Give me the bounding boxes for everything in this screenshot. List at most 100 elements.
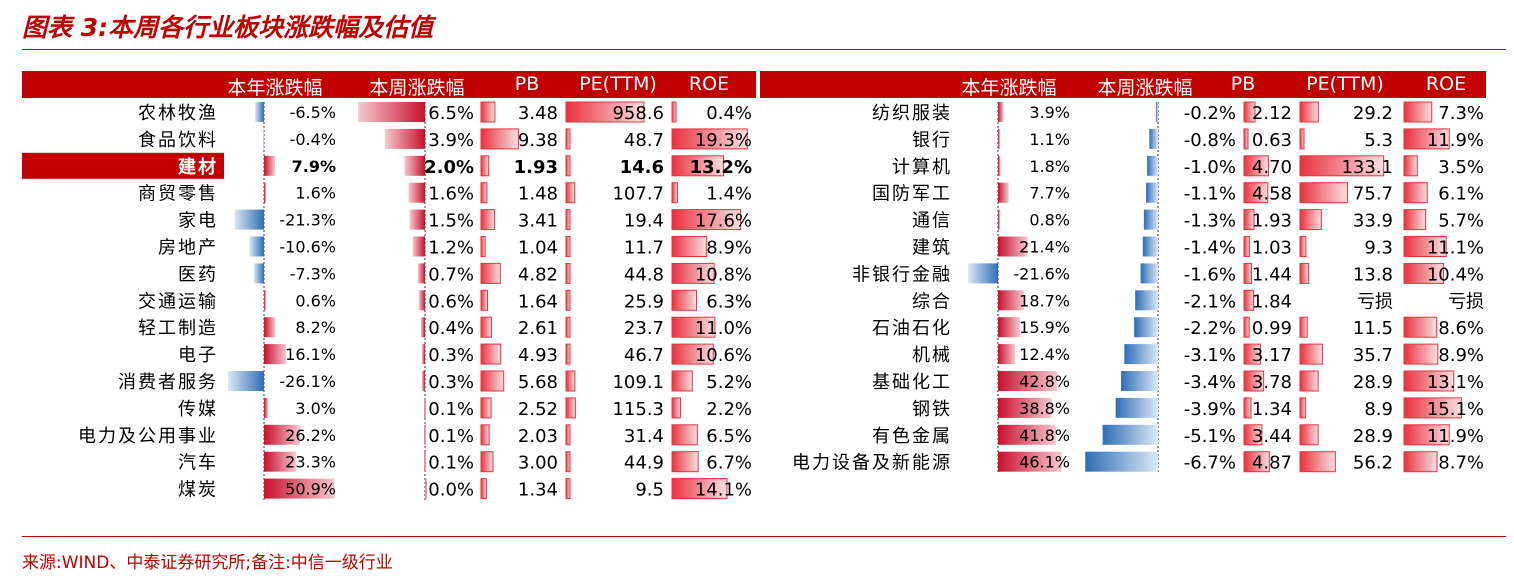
- week-bar: [417, 263, 425, 284]
- pb-value: 2.52: [518, 399, 558, 420]
- pe-bar: [565, 370, 576, 392]
- industry-name: 纺织服装: [872, 103, 952, 124]
- pb-bar: [1243, 289, 1255, 311]
- roe-bar: [1403, 370, 1455, 392]
- roe-value: 14.1%: [695, 480, 752, 501]
- pe-value: 35.7: [1353, 345, 1393, 366]
- pe-bar: [565, 289, 571, 311]
- pb-value: 3.17: [1252, 345, 1292, 366]
- week-bar: [1140, 263, 1158, 284]
- roe-value: 10.4%: [1427, 264, 1484, 285]
- ytd-value: -10.6%: [279, 238, 336, 257]
- roe-value: 10.8%: [695, 264, 752, 285]
- week-value: -1.4%: [1184, 238, 1236, 259]
- roe-bar: [1403, 316, 1438, 338]
- week-bar: [1143, 209, 1158, 230]
- pe-bar: [565, 478, 571, 500]
- pb-value: 1.34: [518, 480, 558, 501]
- pb-value: 3.41: [518, 211, 558, 232]
- ytd-bar: [998, 371, 1058, 391]
- roe-value: 3.5%: [1438, 157, 1484, 178]
- highlight-row-band: [22, 152, 224, 179]
- industry-name: 汽车: [178, 453, 218, 474]
- ytd-bar: [998, 451, 1062, 472]
- roe-value: 10.6%: [695, 345, 752, 366]
- ytd-bar: [249, 236, 264, 257]
- ytd-value: 18.7%: [1019, 291, 1070, 310]
- roe-bar: [1403, 182, 1428, 204]
- title-rule: [22, 49, 1506, 50]
- week-value: -1.6%: [1184, 264, 1236, 285]
- roe-value: 13.2%: [690, 157, 752, 178]
- pe-value: 11.7: [624, 238, 664, 259]
- roe-value: 6.1%: [1438, 184, 1484, 205]
- pe-bar: [1299, 236, 1307, 257]
- week-bar: [1121, 371, 1158, 391]
- pe-bar: [1299, 155, 1385, 177]
- week-bar: [1134, 317, 1158, 338]
- week-bar: [425, 478, 427, 499]
- ytd-value: 7.9%: [292, 157, 336, 176]
- pe-value: 5.3: [1364, 130, 1393, 151]
- week-value: 0.1%: [428, 399, 474, 420]
- ytd-value: -26.1%: [279, 372, 336, 391]
- pe-bar: [565, 316, 571, 338]
- pb-bar: [1243, 262, 1252, 284]
- roe-value: 8.6%: [1438, 318, 1484, 339]
- roe-bar: [671, 370, 693, 392]
- roe-value: 11.1%: [1427, 238, 1484, 259]
- week-bar: [421, 344, 425, 365]
- pb-value: 5.68: [518, 372, 558, 393]
- week-bar: [409, 209, 425, 230]
- pe-bar: [565, 182, 576, 204]
- pe-bar: [565, 101, 645, 123]
- roe-bar: [1403, 101, 1433, 123]
- pe-value: 56.2: [1353, 453, 1393, 474]
- week-bar: [420, 317, 425, 338]
- ytd-bar: [264, 478, 335, 499]
- right-col-pe: PE(TTM): [1306, 73, 1384, 95]
- pe-bar: [565, 451, 571, 473]
- ytd-value: 3.9%: [1029, 103, 1070, 122]
- pb-value: 4.82: [518, 264, 558, 285]
- pb-bar: [480, 128, 520, 150]
- ytd-bar: [998, 290, 1024, 311]
- ytd-value: 15.9%: [1019, 318, 1070, 337]
- roe-value: 8.9%: [706, 238, 752, 259]
- week-bar: [1149, 128, 1158, 149]
- pe-value: 亏损: [1357, 291, 1393, 312]
- pb-bar: [480, 451, 494, 473]
- roe-value: 亏损: [1448, 291, 1484, 312]
- right-col-pb: PB: [1230, 73, 1256, 95]
- pb-bar: [480, 155, 490, 177]
- pe-value: 958.6: [612, 103, 664, 124]
- roe-value: 6.7%: [706, 453, 752, 474]
- pb-bar: [1243, 209, 1255, 231]
- week-bar: [1124, 344, 1158, 365]
- ytd-bar: [998, 209, 1000, 230]
- week-bar: [1135, 290, 1158, 311]
- pe-value: 19.4: [624, 211, 664, 232]
- pe-bar: [565, 397, 576, 419]
- industry-name: 石油石化: [872, 318, 952, 339]
- pe-bar: [1299, 451, 1336, 473]
- chart-title: 图表 3:本周各行业板块涨跌幅及估值: [22, 13, 434, 42]
- pb-bar: [1243, 451, 1270, 473]
- ytd-value: 50.9%: [285, 480, 336, 499]
- pb-value: 2.61: [518, 318, 558, 339]
- week-bar: [421, 371, 425, 391]
- ytd-bar: [998, 344, 1016, 365]
- pb-value: 2.12: [1252, 103, 1292, 124]
- pb-value: 1.64: [518, 291, 558, 312]
- pe-value: 75.7: [1353, 184, 1393, 205]
- left-col-wk: 本周涨跌幅: [369, 77, 465, 99]
- pb-value: 2.03: [518, 426, 558, 447]
- pb-bar: [1243, 343, 1261, 365]
- right-header: 本年涨跌幅 本周涨跌幅 PB PE(TTM) ROE: [760, 71, 1486, 99]
- pe-value: 11.5: [1353, 318, 1393, 339]
- week-bar: [423, 451, 426, 472]
- week-bar: [1147, 155, 1158, 176]
- pe-bar: [1299, 370, 1319, 392]
- week-value: 0.1%: [428, 453, 474, 474]
- pe-value: 48.7: [624, 130, 664, 151]
